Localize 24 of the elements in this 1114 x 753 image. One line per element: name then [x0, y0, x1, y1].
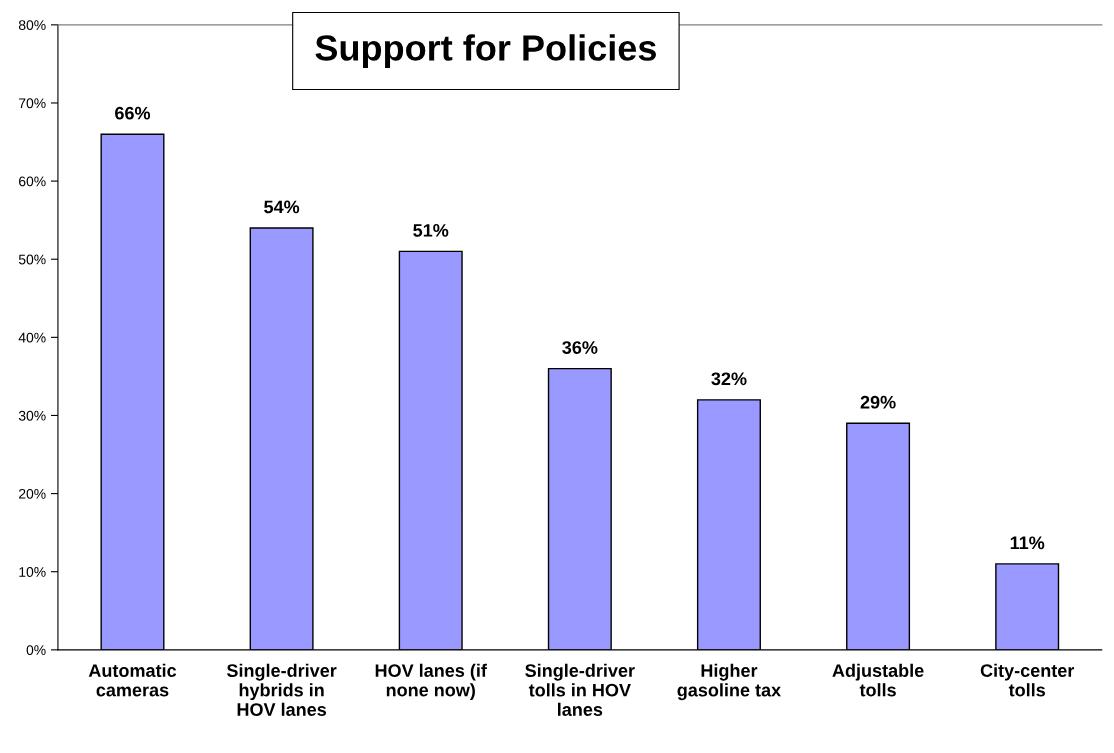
- y-tick-label: 50%: [18, 254, 46, 265]
- y-tick-label: 80%: [18, 20, 46, 31]
- y-tick-label: 60%: [19, 176, 46, 187]
- x-tick-label: HOV lanes (if none now): [375, 663, 487, 701]
- y-tick-label: 70%: [19, 98, 46, 109]
- data-label: 66%: [115, 106, 151, 120]
- x-tick-label: Adjustable tolls: [832, 663, 924, 697]
- y-tick-label: 0%: [26, 645, 46, 656]
- x-tick-label: Single-driver hybrids in HOV lanes: [226, 663, 337, 716]
- data-label: 36%: [562, 341, 598, 354]
- y-tick-label: 40%: [18, 332, 46, 343]
- x-tick-label: Automatic cameras: [88, 663, 177, 697]
- data-label: 29%: [860, 395, 896, 409]
- x-tick-label: Single-driver tolls in HOV lanes: [525, 663, 635, 716]
- x-tick-label: Higher gasoline tax: [677, 663, 782, 701]
- data-label: 54%: [264, 200, 300, 214]
- data-label: 32%: [711, 372, 747, 386]
- chart-title: Support for Policies: [315, 34, 656, 68]
- y-tick-label: 20%: [19, 488, 46, 499]
- x-tick-label: City-center tolls: [980, 663, 1075, 697]
- y-tick-label: 30%: [18, 410, 46, 421]
- data-label: 51%: [413, 223, 449, 237]
- data-label: 11%: [1010, 536, 1045, 550]
- y-tick-label: 10%: [19, 567, 46, 577]
